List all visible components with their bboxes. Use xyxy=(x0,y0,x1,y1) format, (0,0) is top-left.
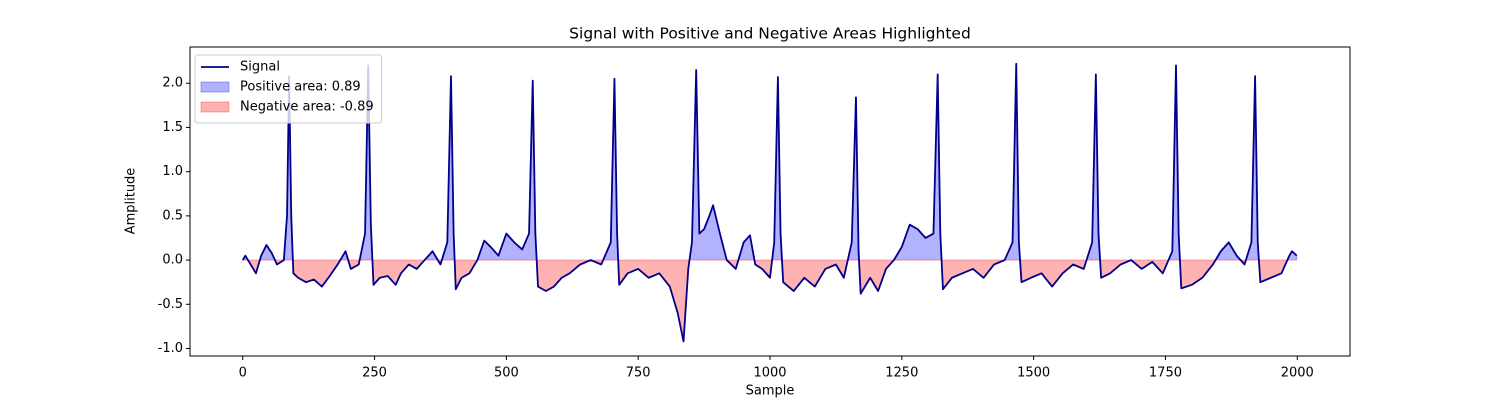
x-axis-label: Sample xyxy=(746,384,795,399)
legend-patch xyxy=(200,101,230,113)
x-tick-label: 1500 xyxy=(1017,366,1050,381)
y-tick-label: 1.0 xyxy=(162,164,183,179)
y-tick-label: 0.0 xyxy=(162,253,183,268)
y-tick-label: -1.0 xyxy=(158,341,183,356)
x-tick-label: 750 xyxy=(626,366,651,381)
x-tick-label: 250 xyxy=(362,366,387,381)
legend-label: Positive area: 0.89 xyxy=(240,80,361,95)
legend-box xyxy=(194,54,383,124)
x-tick-label: 2000 xyxy=(1281,366,1314,381)
legend-label: Signal xyxy=(240,60,280,75)
legend-patch xyxy=(200,81,230,93)
x-tick-label: 1000 xyxy=(753,366,786,381)
x-tick-label: 1750 xyxy=(1149,366,1182,381)
chart-title: Signal with Positive and Negative Areas … xyxy=(569,25,971,43)
plot-frame xyxy=(189,46,1351,357)
y-tick-label: 1.5 xyxy=(162,120,183,135)
signal-line xyxy=(241,62,1298,343)
legend: Signal Positive area: 0.89 Negative area: … xyxy=(194,54,383,124)
y-tick-label: 2.0 xyxy=(162,76,183,91)
plot-area xyxy=(241,62,1298,343)
x-tick-label: 0 xyxy=(239,366,247,381)
y-tick-label: 0.5 xyxy=(162,208,183,223)
legend-label: Negative area: -0.89 xyxy=(240,100,374,115)
x-tick-label: 500 xyxy=(494,366,519,381)
x-tick-label: 1250 xyxy=(885,366,918,381)
y-axis-label: Amplitude xyxy=(124,168,139,235)
y-tick-label: -0.5 xyxy=(158,297,183,312)
